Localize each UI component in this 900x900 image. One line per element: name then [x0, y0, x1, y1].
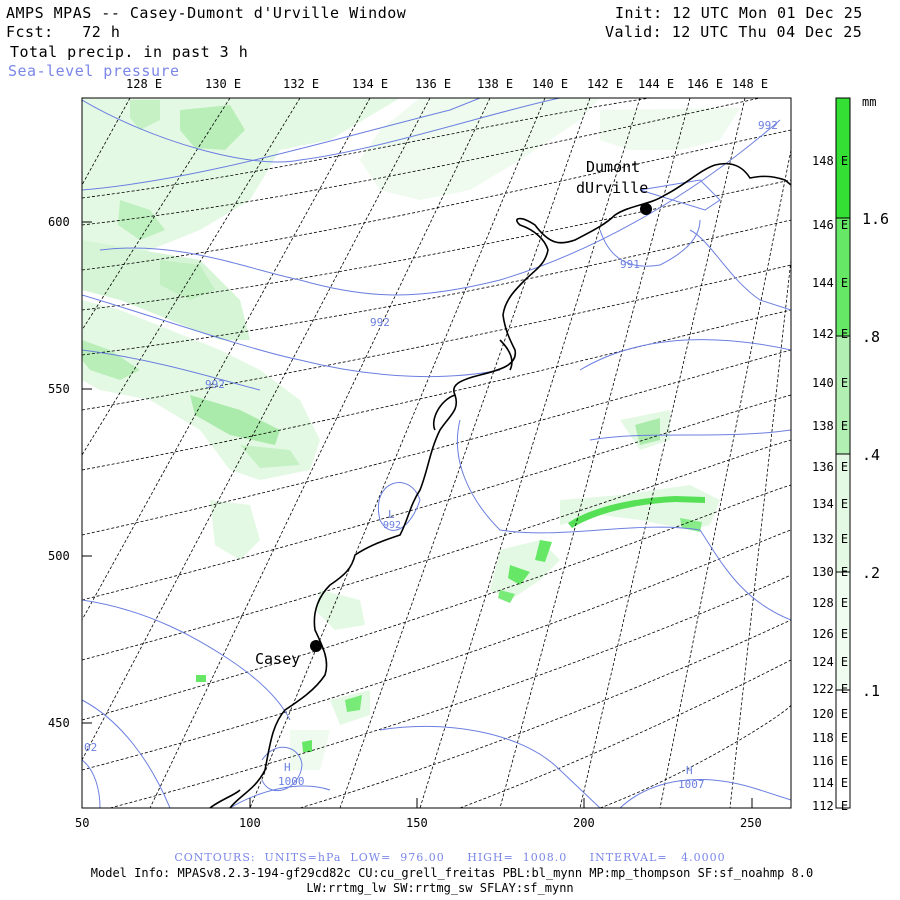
precip-band	[498, 590, 515, 603]
precip-patch	[635, 418, 660, 445]
contour-label: 02	[84, 741, 98, 754]
pressure-contours	[82, 98, 791, 808]
precip-patch	[190, 395, 280, 445]
x-tick-label: 50	[75, 816, 90, 830]
colorbar	[835, 97, 851, 809]
longitude-label: 148 E	[812, 154, 849, 168]
longitude-label: 136 E	[415, 77, 452, 91]
x-tick-label: 150	[406, 816, 428, 830]
precip-patch	[240, 445, 300, 468]
contour-label: 1007	[678, 778, 705, 791]
station-label-dumont: Dumont	[586, 158, 641, 176]
x-tick-label: 200	[573, 816, 595, 830]
longitude-label: 128 E	[812, 596, 849, 610]
longitude-label: 132 E	[283, 77, 320, 91]
longitude-label: 130 E	[205, 77, 242, 91]
precip-band	[345, 695, 362, 712]
colorbar-label: .8	[862, 328, 881, 346]
colorbar-unit: mm	[862, 95, 877, 109]
precip-area	[600, 108, 740, 150]
model-info: Model Info: MPASv8.2.3-194-gf29cd82c CU:…	[90, 866, 814, 880]
contour-label: H	[284, 761, 291, 774]
valid-time: Valid: 12 UTC Thu 04 Dec 25	[605, 23, 863, 41]
longitude-label: 148 E	[732, 77, 769, 91]
coastline	[209, 162, 791, 808]
precip-band	[302, 740, 312, 752]
contour-label: H	[686, 764, 693, 777]
precip-field	[82, 98, 740, 770]
x-tick-label: 250	[740, 816, 762, 830]
longitude-label: 142 E	[812, 327, 849, 341]
colorbar-label: .1	[862, 682, 881, 700]
longitude-label: 132 E	[812, 532, 849, 546]
precip-area	[360, 98, 600, 200]
precip-patch	[82, 340, 140, 380]
station-label-dumont-line2: dUrville	[576, 179, 649, 197]
y-tick-label: 450	[48, 716, 70, 730]
station-marker-casey	[310, 640, 322, 652]
precip-area	[82, 240, 250, 340]
longitude-label: 138 E	[477, 77, 514, 91]
colorbar-label: .4	[862, 446, 881, 464]
precip-patch	[118, 200, 165, 240]
contour-label: 992	[758, 119, 778, 132]
longitude-label: 130 E	[812, 565, 849, 579]
contour-info: CONTOURS: UNITS=hPa LOW= 976.00 HIGH= 10…	[174, 851, 726, 864]
overlay-name: Sea-level pressure	[8, 62, 180, 80]
precip-area	[82, 98, 400, 280]
y-tick-label: 500	[48, 549, 70, 563]
precip-patch	[130, 100, 160, 130]
contour-label: 992	[370, 316, 390, 329]
map-title: AMPS MPAS -- Casey-Dumont d'Urville Wind…	[6, 4, 407, 22]
longitude-label: 140 E	[812, 376, 849, 390]
precip-area	[210, 500, 260, 560]
map-frame	[81, 97, 792, 809]
longitude-label: 118 E	[812, 731, 849, 745]
precip-band	[568, 496, 705, 528]
longitude-label: 120 E	[812, 707, 849, 721]
longitude-label: 128 E	[126, 77, 163, 91]
colorbar-label: 1.6	[862, 210, 890, 228]
contour-label: 991	[620, 258, 640, 271]
station-label-casey: Casey	[255, 650, 301, 668]
forecast-hour: Fcst: 72 h	[6, 23, 121, 41]
colorbar-label: .2	[862, 564, 881, 582]
longitude-label: 144 E	[638, 77, 675, 91]
precip-area	[315, 590, 365, 630]
contour-label: 992	[205, 378, 225, 391]
longitude-label: 140 E	[532, 77, 569, 91]
x-tick-label: 100	[239, 816, 261, 830]
precip-band	[196, 675, 206, 682]
longitude-label: 142 E	[587, 77, 624, 91]
y-tick-label: 600	[48, 215, 70, 229]
longitude-label: 114 E	[812, 776, 849, 790]
longitude-label: 126 E	[812, 627, 849, 641]
contour-label: 1000	[278, 775, 305, 788]
longitude-label: 122 E	[812, 682, 849, 696]
longitude-label: 134 E	[812, 497, 849, 511]
precip-patch	[160, 260, 215, 300]
field-name: Total precip. in past 3 h	[10, 43, 249, 61]
axis-ticks	[81, 221, 753, 808]
model-info-line2: LW:rrtmg_lw SW:rrtmg_sw SFLAY:sf_mynn	[306, 881, 574, 895]
longitude-label: 138 E	[812, 419, 849, 433]
longitude-label: 146 E	[687, 77, 724, 91]
precip-band	[535, 540, 552, 562]
longitude-label: 146 E	[812, 218, 849, 232]
longitude-label: 144 E	[812, 276, 849, 290]
y-tick-label: 550	[48, 382, 70, 396]
longitude-label: 134 E	[352, 77, 389, 91]
longitude-label: 136 E	[812, 460, 849, 474]
contour-label: 992	[383, 520, 402, 531]
station-marker-dumont	[640, 203, 652, 215]
init-time: Init: 12 UTC Mon 01 Dec 25	[615, 4, 863, 22]
graticule	[82, 98, 791, 808]
longitude-label: 112 E	[812, 799, 849, 813]
longitude-label: 124 E	[812, 655, 849, 669]
precip-band	[508, 565, 530, 585]
longitude-label: 116 E	[812, 754, 849, 768]
precip-patch	[180, 105, 245, 150]
contour-label: L	[388, 508, 395, 521]
